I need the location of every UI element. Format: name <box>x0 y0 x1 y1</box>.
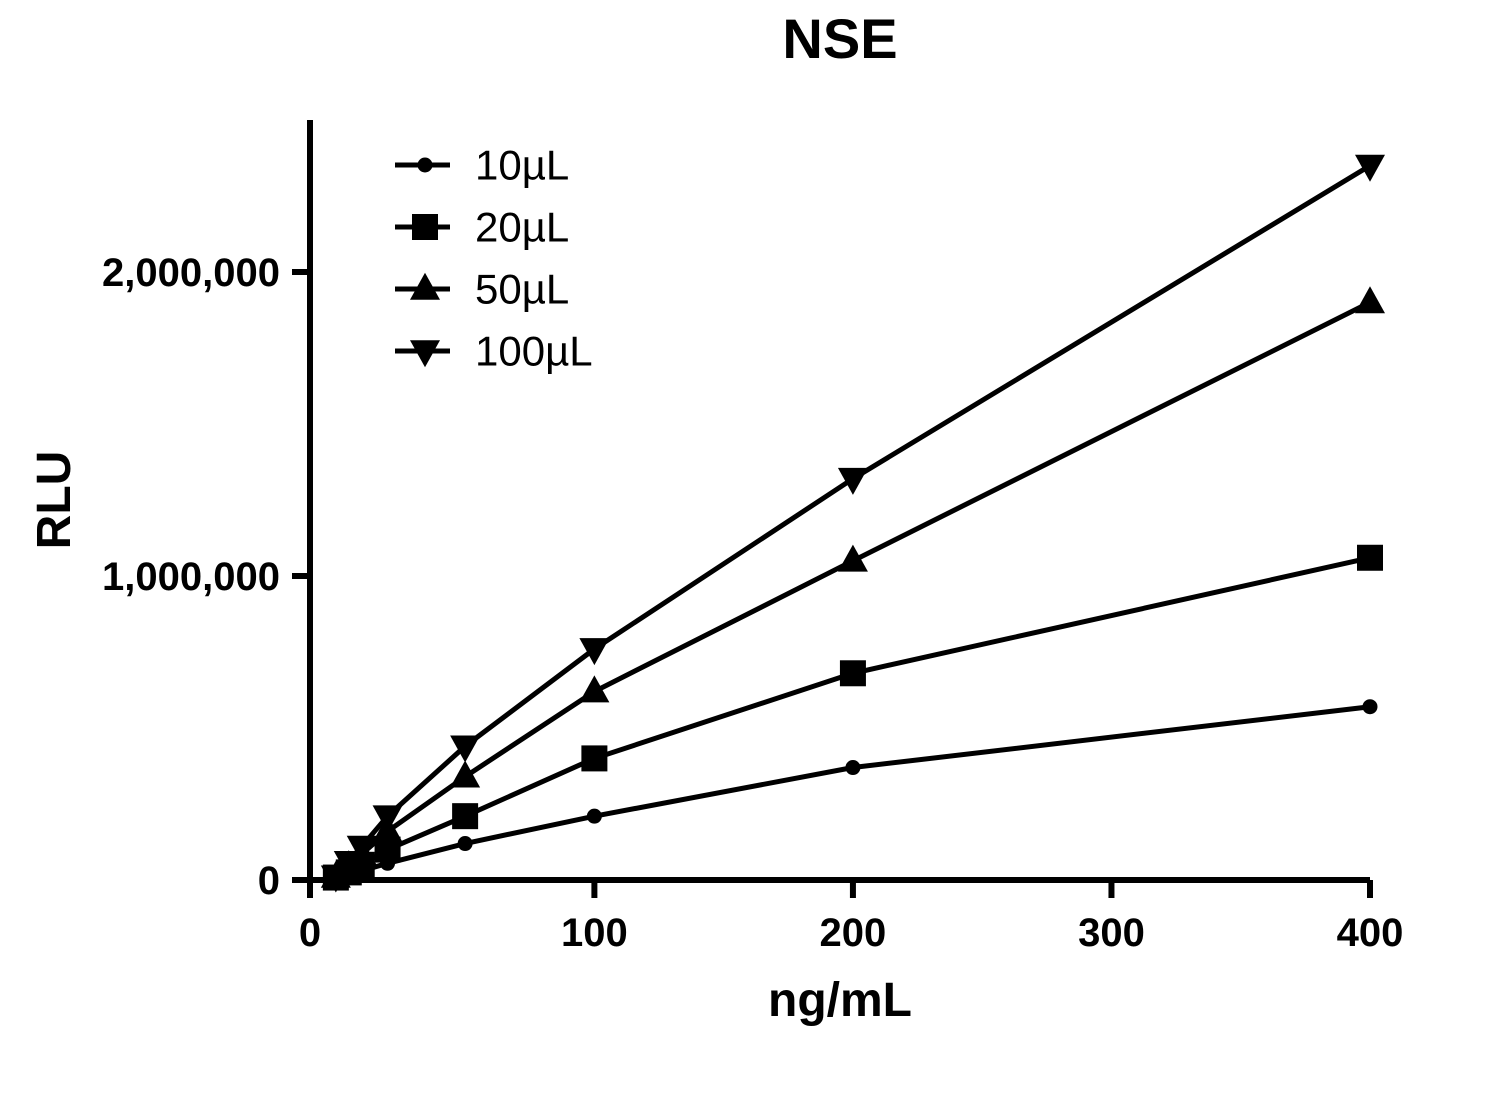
nse-line-chart: NSE 0 100 200 300 400 0 1,000,000 2,000,000 ng/mL… <box>0 0 1511 1099</box>
marker-legend-10µL <box>418 158 433 173</box>
marker-10µL <box>587 809 602 824</box>
marker-legend-100µL <box>410 340 440 367</box>
x-axis-label: ng/mL <box>768 974 912 1027</box>
marker-100µL <box>838 468 868 495</box>
x-tick-label: 0 <box>299 911 321 955</box>
y-tick-label: 0 <box>258 859 280 903</box>
y-tick-label: 1,000,000 <box>102 555 280 599</box>
marker-50µL <box>1355 286 1385 313</box>
y-axis-label: RLU <box>28 451 81 550</box>
marker-100µL <box>1355 155 1385 182</box>
chart-title: NSE <box>782 7 897 70</box>
x-tick-label: 400 <box>1337 911 1404 955</box>
legend-label: 100µL <box>475 328 593 375</box>
x-tick-label: 200 <box>820 911 887 955</box>
marker-20µL <box>1357 545 1383 571</box>
series-line-50µL <box>336 302 1370 877</box>
marker-50µL <box>450 760 480 787</box>
marker-legend-50µL <box>410 273 440 300</box>
series-line-10µL <box>336 707 1370 879</box>
legend-label: 10µL <box>475 142 569 189</box>
axes <box>310 120 1370 880</box>
series-line-20µL <box>336 558 1370 878</box>
marker-10µL <box>845 760 860 775</box>
y-tick-label: 2,000,000 <box>102 251 280 295</box>
x-tick-label: 300 <box>1078 911 1145 955</box>
marker-legend-20µL <box>412 214 438 240</box>
marker-10µL <box>458 836 473 851</box>
marker-20µL <box>452 803 478 829</box>
x-tick-label: 100 <box>561 911 628 955</box>
marker-10µL <box>1363 699 1378 714</box>
marker-20µL <box>581 745 607 771</box>
chart-container: NSE 0 100 200 300 400 0 1,000,000 2,000,000 ng/mL… <box>0 0 1511 1099</box>
legend-label: 50µL <box>475 266 569 313</box>
marker-100µL <box>579 638 609 665</box>
legend-label: 20µL <box>475 204 569 251</box>
marker-20µL <box>840 660 866 686</box>
